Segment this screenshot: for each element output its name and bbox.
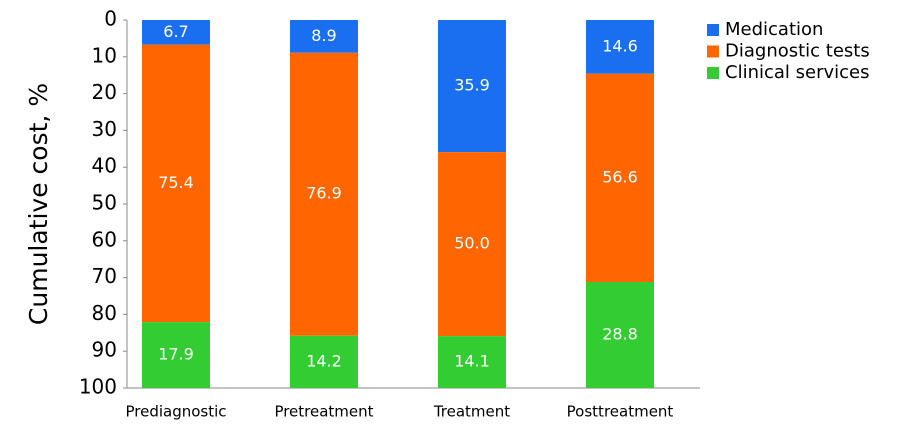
y-tick-label: 50 xyxy=(92,191,117,215)
data-label: 8.9 xyxy=(311,26,336,45)
bar-segment xyxy=(290,20,358,53)
x-tick-label: Prediagnostic xyxy=(125,403,226,421)
bar-segment xyxy=(142,44,210,323)
data-label: 28.8 xyxy=(602,325,638,344)
y-tick-label: 10 xyxy=(92,43,117,67)
data-label: 14.6 xyxy=(602,36,638,55)
y-tick-label: 0 xyxy=(104,7,117,31)
data-label: 75.4 xyxy=(158,173,194,192)
data-label: 6.7 xyxy=(163,22,188,41)
legend-label: Clinical services xyxy=(725,62,869,83)
bar-segment xyxy=(142,322,210,388)
y-tick-label: 90 xyxy=(92,338,117,362)
data-label: 14.2 xyxy=(306,351,342,370)
y-tick-label: 70 xyxy=(92,264,117,288)
legend-label: Medication xyxy=(725,19,823,40)
x-tick-label: Treatment xyxy=(433,403,510,421)
y-tick-label: 20 xyxy=(92,80,117,104)
legend-swatch xyxy=(707,67,719,79)
bar-segment xyxy=(142,20,210,45)
data-label: 17.9 xyxy=(158,345,194,364)
legend-swatch xyxy=(707,45,719,58)
x-tick-label: Pretreatment xyxy=(274,403,373,421)
bar-segment xyxy=(586,282,654,388)
legend-swatch xyxy=(707,24,719,36)
data-label: 56.6 xyxy=(602,167,638,186)
bar-segment xyxy=(290,335,358,388)
y-tick-label: 40 xyxy=(92,154,117,178)
bar-segment xyxy=(290,52,358,336)
bar-segment xyxy=(438,336,506,388)
bar-segment xyxy=(438,20,506,153)
y-tick-label: 30 xyxy=(92,117,117,141)
x-tick-label: Posttreatment xyxy=(567,403,674,421)
data-label: 76.9 xyxy=(306,184,342,203)
y-tick-label: 80 xyxy=(92,301,117,325)
y-tick-label: 100 xyxy=(79,375,117,399)
data-label: 14.1 xyxy=(454,352,490,371)
legend-label: Diagnostic tests xyxy=(725,41,870,62)
data-label: 50.0 xyxy=(454,234,490,253)
bar-segment xyxy=(586,20,654,74)
data-label: 35.9 xyxy=(454,76,490,95)
y-tick-label: 60 xyxy=(92,227,117,251)
y-axis-title: Cumulative cost, % xyxy=(24,83,53,325)
bar-segment xyxy=(586,73,654,283)
bar-segment xyxy=(438,152,506,337)
